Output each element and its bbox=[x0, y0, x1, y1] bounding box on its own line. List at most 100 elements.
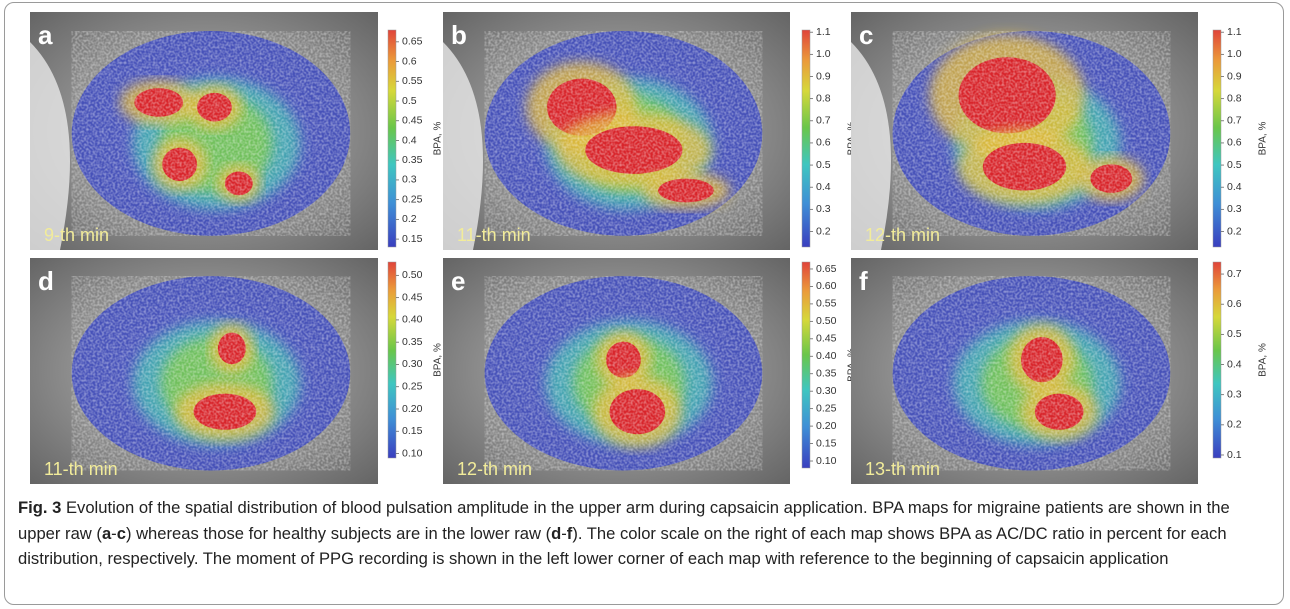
colorbar-tick-label: 0.50 bbox=[816, 315, 837, 327]
map-noise bbox=[484, 276, 763, 471]
time-label: 12-th min bbox=[457, 459, 532, 479]
caption-ref: a bbox=[101, 523, 112, 543]
panel-letter: c bbox=[859, 20, 873, 50]
caption-ref: f bbox=[566, 523, 573, 543]
colorbar-tick-label: 0.10 bbox=[816, 455, 837, 467]
colorbar-tick-label: 1.1 bbox=[1227, 26, 1242, 38]
colorbar-tick-label: 0.6 bbox=[1227, 298, 1242, 310]
caption: Fig. 3 Evolution of the spatial distribu… bbox=[18, 495, 1273, 572]
photo-detail bbox=[443, 42, 483, 250]
colorbar-tick-label: 0.40 bbox=[816, 350, 837, 362]
colorbar-tick-label: 0.60 bbox=[816, 280, 837, 292]
caption-ref: c bbox=[116, 523, 126, 543]
colorbar-tick-label: 0.20 bbox=[816, 420, 837, 432]
colorbar-tick-label: 0.2 bbox=[1227, 225, 1242, 237]
colorbar-tick-label: 0.45 bbox=[402, 291, 423, 303]
panel-letter: b bbox=[451, 20, 467, 50]
colorbar-tick-label: 0.5 bbox=[816, 159, 831, 171]
photo-detail bbox=[851, 42, 891, 250]
figure: a 9-th min 0.15 0.2 0.25 0.3 0.35 0.4 0.45 0.5 0.5… bbox=[30, 12, 1269, 484]
panel: e 12-th min 0.10 0.15 0.20 0.25 0.30 0.35 0.40 0.… bbox=[443, 258, 858, 484]
panel: b 11-th min 0.2 0.3 0.4 0.5 0.6 0.7 0.8 0.9 1.0 1.1… bbox=[443, 12, 858, 250]
time-label: 11-th min bbox=[44, 459, 118, 479]
colorbar-tick-label: 0.35 bbox=[402, 154, 423, 166]
colorbar-tick-label: 0.4 bbox=[816, 181, 831, 193]
colorbar-tick-label: 0.55 bbox=[402, 75, 423, 87]
map-noise bbox=[71, 276, 351, 471]
colorbar-tick-label: 0.3 bbox=[1227, 203, 1242, 215]
colorbar-tick-label: 0.8 bbox=[1227, 92, 1242, 104]
panel: d 11-th min 0.10 0.15 0.20 0.25 0.30 0.35 0.40 0.… bbox=[30, 258, 444, 484]
colorbar-tick-label: 1.1 bbox=[816, 26, 831, 38]
colorbar bbox=[387, 261, 397, 459]
colorbar-tick-label: 0.4 bbox=[1227, 358, 1242, 370]
colorbar-tick-label: 0.35 bbox=[402, 336, 423, 348]
map-noise bbox=[892, 31, 1171, 236]
colorbar-tick-label: 0.30 bbox=[402, 358, 423, 370]
colorbar-label: BPA, % bbox=[433, 122, 444, 156]
colorbar-tick-label: 0.45 bbox=[402, 115, 423, 127]
colorbar-tick-label: 0.3 bbox=[402, 174, 417, 186]
colorbar-tick-label: 0.25 bbox=[402, 193, 423, 205]
caption-text: Evolution of the spatial distribution of… bbox=[18, 498, 1230, 543]
colorbar-tick-label: 0.9 bbox=[816, 70, 831, 82]
colorbar-tick-label: 0.40 bbox=[402, 314, 423, 326]
colorbar-tick-label: 0.2 bbox=[402, 213, 417, 225]
colorbar-tick-label: 0.25 bbox=[816, 402, 837, 414]
colorbar bbox=[801, 29, 811, 248]
map-noise bbox=[892, 276, 1171, 471]
colorbar-tick-label: 0.7 bbox=[1227, 268, 1242, 280]
colorbar-tick-label: 0.10 bbox=[402, 447, 423, 459]
time-label: 11-th min bbox=[457, 225, 531, 245]
figure-frame bbox=[4, 2, 1284, 605]
caption-label: Fig. 3 bbox=[18, 498, 62, 517]
caption-ref: d bbox=[551, 523, 562, 543]
time-label: 12-th min bbox=[865, 225, 940, 245]
photo-detail bbox=[30, 42, 70, 250]
colorbar bbox=[387, 29, 397, 248]
panel: f 13-th min 0.1 0.2 0.3 0.4 0.5 0.6 0.7 BPA, % bbox=[851, 258, 1269, 484]
colorbar-tick-label: 0.55 bbox=[816, 298, 837, 310]
colorbar-tick-label: 0.9 bbox=[1227, 70, 1242, 82]
colorbar-tick-label: 0.15 bbox=[816, 437, 837, 449]
colorbar-tick-label: 0.3 bbox=[816, 203, 831, 215]
time-label: 9-th min bbox=[44, 225, 109, 245]
colorbar-tick-label: 0.65 bbox=[816, 263, 837, 275]
colorbar-tick-label: 0.25 bbox=[402, 381, 423, 393]
colorbar-tick-label: 0.1 bbox=[1227, 449, 1242, 461]
caption-text: - bbox=[111, 523, 117, 543]
colorbar-tick-label: 0.6 bbox=[1227, 137, 1242, 149]
colorbar-tick-label: 0.4 bbox=[402, 134, 417, 146]
colorbar-tick-label: 0.8 bbox=[816, 92, 831, 104]
panel-letter: e bbox=[451, 266, 465, 296]
colorbar-label: BPA, % bbox=[1258, 343, 1269, 377]
colorbar-tick-label: 0.15 bbox=[402, 233, 423, 245]
panel-letter: d bbox=[38, 266, 54, 296]
colorbar-tick-label: 0.35 bbox=[816, 368, 837, 380]
colorbar-tick-label: 0.15 bbox=[402, 425, 423, 437]
map-noise bbox=[71, 31, 351, 236]
caption-text: ). The color scale on the right of each … bbox=[18, 523, 1227, 569]
colorbar-tick-label: 0.7 bbox=[816, 115, 831, 127]
colorbar-tick-label: 0.65 bbox=[402, 36, 423, 48]
colorbar-tick-label: 0.6 bbox=[816, 137, 831, 149]
colorbar bbox=[1212, 29, 1222, 248]
colorbar-label: BPA, % bbox=[433, 343, 444, 377]
colorbar-tick-label: 1.0 bbox=[816, 48, 831, 60]
colorbar-tick-label: 0.30 bbox=[816, 385, 837, 397]
caption-text: ) whereas those for healthy subjects are… bbox=[125, 523, 552, 543]
colorbar-tick-label: 0.45 bbox=[816, 333, 837, 345]
colorbar-tick-label: 0.3 bbox=[1227, 388, 1242, 400]
caption-text: - bbox=[561, 523, 567, 543]
colorbar-tick-label: 0.5 bbox=[1227, 159, 1242, 171]
colorbar-tick-label: 0.6 bbox=[402, 55, 417, 67]
panel-letter: f bbox=[859, 266, 868, 296]
colorbar-tick-label: 0.4 bbox=[1227, 181, 1242, 193]
colorbar-tick-label: 0.20 bbox=[402, 403, 423, 415]
colorbar-tick-label: 0.2 bbox=[1227, 419, 1242, 431]
panel-letter: a bbox=[38, 20, 53, 50]
colorbar bbox=[801, 261, 811, 469]
colorbar-tick-label: 1.0 bbox=[1227, 48, 1242, 60]
colorbar-tick-label: 0.5 bbox=[402, 95, 417, 107]
colorbar-tick-label: 0.2 bbox=[816, 225, 831, 237]
